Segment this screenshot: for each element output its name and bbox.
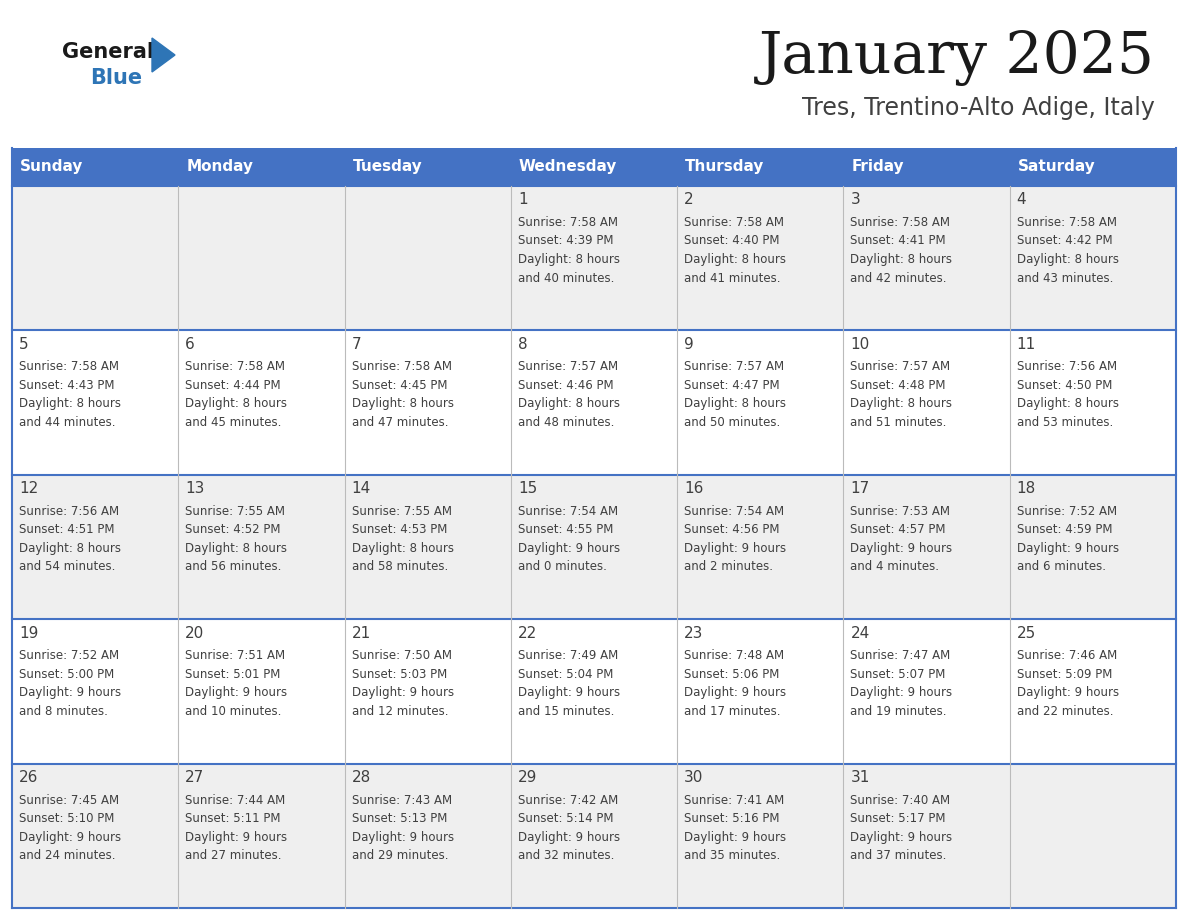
Text: Sunrise: 7:44 AM
Sunset: 5:11 PM
Daylight: 9 hours
and 27 minutes.: Sunrise: 7:44 AM Sunset: 5:11 PM Dayligh… bbox=[185, 793, 287, 862]
Bar bbox=[12, 475, 1176, 620]
Text: 14: 14 bbox=[352, 481, 371, 497]
Text: Sunday: Sunday bbox=[20, 160, 83, 174]
Text: Sunrise: 7:41 AM
Sunset: 5:16 PM
Daylight: 9 hours
and 35 minutes.: Sunrise: 7:41 AM Sunset: 5:16 PM Dayligh… bbox=[684, 793, 786, 862]
Bar bbox=[511, 148, 677, 186]
Bar bbox=[12, 186, 1176, 330]
Text: 2: 2 bbox=[684, 193, 694, 207]
Text: Monday: Monday bbox=[187, 160, 253, 174]
Text: 7: 7 bbox=[352, 337, 361, 352]
Text: 30: 30 bbox=[684, 770, 703, 785]
Text: 31: 31 bbox=[851, 770, 870, 785]
Text: Blue: Blue bbox=[90, 68, 143, 88]
Text: Sunrise: 7:58 AM
Sunset: 4:39 PM
Daylight: 8 hours
and 40 minutes.: Sunrise: 7:58 AM Sunset: 4:39 PM Dayligh… bbox=[518, 216, 620, 285]
Text: 8: 8 bbox=[518, 337, 527, 352]
Bar bbox=[345, 148, 511, 186]
Text: Sunrise: 7:57 AM
Sunset: 4:47 PM
Daylight: 8 hours
and 50 minutes.: Sunrise: 7:57 AM Sunset: 4:47 PM Dayligh… bbox=[684, 361, 786, 429]
Text: 19: 19 bbox=[19, 626, 38, 641]
Text: Tuesday: Tuesday bbox=[353, 160, 422, 174]
Text: Sunrise: 7:45 AM
Sunset: 5:10 PM
Daylight: 9 hours
and 24 minutes.: Sunrise: 7:45 AM Sunset: 5:10 PM Dayligh… bbox=[19, 793, 121, 862]
Text: 16: 16 bbox=[684, 481, 703, 497]
Text: Friday: Friday bbox=[852, 160, 904, 174]
Text: 22: 22 bbox=[518, 626, 537, 641]
Text: Sunrise: 7:58 AM
Sunset: 4:42 PM
Daylight: 8 hours
and 43 minutes.: Sunrise: 7:58 AM Sunset: 4:42 PM Dayligh… bbox=[1017, 216, 1119, 285]
Text: Sunrise: 7:54 AM
Sunset: 4:55 PM
Daylight: 9 hours
and 0 minutes.: Sunrise: 7:54 AM Sunset: 4:55 PM Dayligh… bbox=[518, 505, 620, 574]
Text: Sunrise: 7:40 AM
Sunset: 5:17 PM
Daylight: 9 hours
and 37 minutes.: Sunrise: 7:40 AM Sunset: 5:17 PM Dayligh… bbox=[851, 793, 953, 862]
Text: Sunrise: 7:47 AM
Sunset: 5:07 PM
Daylight: 9 hours
and 19 minutes.: Sunrise: 7:47 AM Sunset: 5:07 PM Dayligh… bbox=[851, 649, 953, 718]
Text: 27: 27 bbox=[185, 770, 204, 785]
Text: Sunrise: 7:58 AM
Sunset: 4:45 PM
Daylight: 8 hours
and 47 minutes.: Sunrise: 7:58 AM Sunset: 4:45 PM Dayligh… bbox=[352, 361, 454, 429]
Text: 1: 1 bbox=[518, 193, 527, 207]
Bar bbox=[178, 148, 345, 186]
Text: 18: 18 bbox=[1017, 481, 1036, 497]
Text: Sunrise: 7:57 AM
Sunset: 4:48 PM
Daylight: 8 hours
and 51 minutes.: Sunrise: 7:57 AM Sunset: 4:48 PM Dayligh… bbox=[851, 361, 953, 429]
Text: 23: 23 bbox=[684, 626, 703, 641]
Text: Sunrise: 7:48 AM
Sunset: 5:06 PM
Daylight: 9 hours
and 17 minutes.: Sunrise: 7:48 AM Sunset: 5:06 PM Dayligh… bbox=[684, 649, 786, 718]
Text: January 2025: January 2025 bbox=[759, 30, 1155, 86]
Text: Sunrise: 7:52 AM
Sunset: 4:59 PM
Daylight: 9 hours
and 6 minutes.: Sunrise: 7:52 AM Sunset: 4:59 PM Dayligh… bbox=[1017, 505, 1119, 574]
Text: Sunrise: 7:56 AM
Sunset: 4:50 PM
Daylight: 8 hours
and 53 minutes.: Sunrise: 7:56 AM Sunset: 4:50 PM Dayligh… bbox=[1017, 361, 1119, 429]
Text: Sunrise: 7:53 AM
Sunset: 4:57 PM
Daylight: 9 hours
and 4 minutes.: Sunrise: 7:53 AM Sunset: 4:57 PM Dayligh… bbox=[851, 505, 953, 574]
Text: Wednesday: Wednesday bbox=[519, 160, 618, 174]
Text: 12: 12 bbox=[19, 481, 38, 497]
Bar bbox=[12, 330, 1176, 475]
Text: Sunrise: 7:58 AM
Sunset: 4:44 PM
Daylight: 8 hours
and 45 minutes.: Sunrise: 7:58 AM Sunset: 4:44 PM Dayligh… bbox=[185, 361, 287, 429]
Text: 20: 20 bbox=[185, 626, 204, 641]
Text: Sunrise: 7:51 AM
Sunset: 5:01 PM
Daylight: 9 hours
and 10 minutes.: Sunrise: 7:51 AM Sunset: 5:01 PM Dayligh… bbox=[185, 649, 287, 718]
Bar bbox=[12, 764, 1176, 908]
Text: 24: 24 bbox=[851, 626, 870, 641]
Text: 5: 5 bbox=[19, 337, 29, 352]
Text: 17: 17 bbox=[851, 481, 870, 497]
Text: 11: 11 bbox=[1017, 337, 1036, 352]
Text: 6: 6 bbox=[185, 337, 195, 352]
Text: Sunrise: 7:49 AM
Sunset: 5:04 PM
Daylight: 9 hours
and 15 minutes.: Sunrise: 7:49 AM Sunset: 5:04 PM Dayligh… bbox=[518, 649, 620, 718]
Text: 13: 13 bbox=[185, 481, 204, 497]
Text: 29: 29 bbox=[518, 770, 537, 785]
Text: Sunrise: 7:50 AM
Sunset: 5:03 PM
Daylight: 9 hours
and 12 minutes.: Sunrise: 7:50 AM Sunset: 5:03 PM Dayligh… bbox=[352, 649, 454, 718]
Text: General: General bbox=[62, 42, 154, 62]
Text: Sunrise: 7:46 AM
Sunset: 5:09 PM
Daylight: 9 hours
and 22 minutes.: Sunrise: 7:46 AM Sunset: 5:09 PM Dayligh… bbox=[1017, 649, 1119, 718]
Text: 4: 4 bbox=[1017, 193, 1026, 207]
Text: Tres, Trentino-Alto Adige, Italy: Tres, Trentino-Alto Adige, Italy bbox=[802, 96, 1155, 120]
Text: Sunrise: 7:58 AM
Sunset: 4:43 PM
Daylight: 8 hours
and 44 minutes.: Sunrise: 7:58 AM Sunset: 4:43 PM Dayligh… bbox=[19, 361, 121, 429]
Bar bbox=[677, 148, 843, 186]
Text: Sunrise: 7:55 AM
Sunset: 4:52 PM
Daylight: 8 hours
and 56 minutes.: Sunrise: 7:55 AM Sunset: 4:52 PM Dayligh… bbox=[185, 505, 287, 574]
Text: Sunrise: 7:55 AM
Sunset: 4:53 PM
Daylight: 8 hours
and 58 minutes.: Sunrise: 7:55 AM Sunset: 4:53 PM Dayligh… bbox=[352, 505, 454, 574]
Text: 21: 21 bbox=[352, 626, 371, 641]
Text: Sunrise: 7:42 AM
Sunset: 5:14 PM
Daylight: 9 hours
and 32 minutes.: Sunrise: 7:42 AM Sunset: 5:14 PM Dayligh… bbox=[518, 793, 620, 862]
Bar bbox=[843, 148, 1010, 186]
Text: Sunrise: 7:52 AM
Sunset: 5:00 PM
Daylight: 9 hours
and 8 minutes.: Sunrise: 7:52 AM Sunset: 5:00 PM Dayligh… bbox=[19, 649, 121, 718]
Bar bbox=[1010, 148, 1176, 186]
Text: 9: 9 bbox=[684, 337, 694, 352]
Text: 26: 26 bbox=[19, 770, 38, 785]
Text: Saturday: Saturday bbox=[1018, 160, 1095, 174]
Text: Sunrise: 7:57 AM
Sunset: 4:46 PM
Daylight: 8 hours
and 48 minutes.: Sunrise: 7:57 AM Sunset: 4:46 PM Dayligh… bbox=[518, 361, 620, 429]
Text: Thursday: Thursday bbox=[685, 160, 765, 174]
Text: Sunrise: 7:58 AM
Sunset: 4:40 PM
Daylight: 8 hours
and 41 minutes.: Sunrise: 7:58 AM Sunset: 4:40 PM Dayligh… bbox=[684, 216, 786, 285]
Text: Sunrise: 7:54 AM
Sunset: 4:56 PM
Daylight: 9 hours
and 2 minutes.: Sunrise: 7:54 AM Sunset: 4:56 PM Dayligh… bbox=[684, 505, 786, 574]
Bar bbox=[12, 148, 178, 186]
Text: Sunrise: 7:43 AM
Sunset: 5:13 PM
Daylight: 9 hours
and 29 minutes.: Sunrise: 7:43 AM Sunset: 5:13 PM Dayligh… bbox=[352, 793, 454, 862]
Text: Sunrise: 7:58 AM
Sunset: 4:41 PM
Daylight: 8 hours
and 42 minutes.: Sunrise: 7:58 AM Sunset: 4:41 PM Dayligh… bbox=[851, 216, 953, 285]
Text: 28: 28 bbox=[352, 770, 371, 785]
Text: Sunrise: 7:56 AM
Sunset: 4:51 PM
Daylight: 8 hours
and 54 minutes.: Sunrise: 7:56 AM Sunset: 4:51 PM Dayligh… bbox=[19, 505, 121, 574]
Text: 15: 15 bbox=[518, 481, 537, 497]
Text: 25: 25 bbox=[1017, 626, 1036, 641]
Bar bbox=[12, 620, 1176, 764]
Text: 10: 10 bbox=[851, 337, 870, 352]
Text: 3: 3 bbox=[851, 193, 860, 207]
Polygon shape bbox=[152, 38, 175, 72]
